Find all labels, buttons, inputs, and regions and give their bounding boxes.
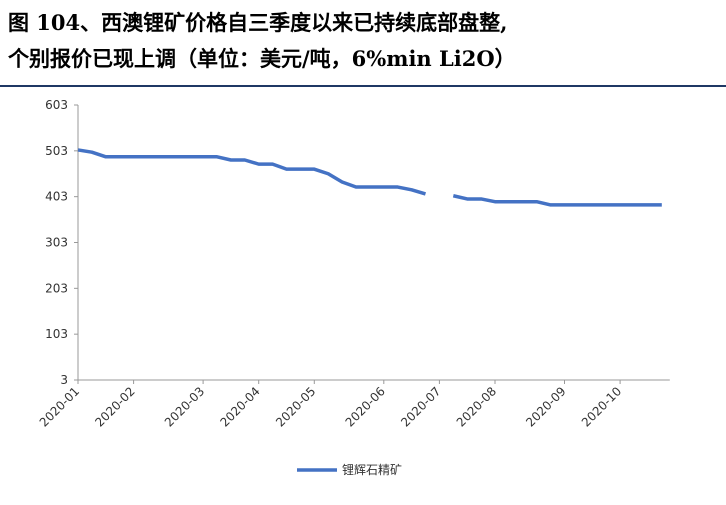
x-tick-label: 2020-09 (523, 384, 568, 429)
x-tick-label: 2020-05 (273, 384, 318, 429)
y-tick-label: 403 (45, 190, 68, 204)
chart-subtitle: 个别报价已现上调（单位：美元/吨，6%min Li2O） (8, 46, 516, 71)
y-tick-label: 303 (45, 236, 68, 250)
x-tick-label: 2020-04 (217, 384, 262, 429)
x-tick-label: 2020-06 (343, 384, 388, 429)
y-tick-label: 203 (45, 281, 68, 295)
x-tick-label: 2020-08 (454, 384, 499, 429)
x-tick-label: 2020-03 (162, 384, 207, 429)
legend-label: 锂辉石精矿 (342, 462, 402, 477)
y-tick-label: 103 (45, 327, 68, 341)
y-tick-label: 603 (45, 98, 68, 112)
x-tick-label: 2020-02 (92, 384, 137, 429)
x-tick-label: 2020-10 (579, 384, 624, 429)
y-tick-label: 3 (60, 373, 68, 387)
chart-title: 图 104、西澳锂矿价格自三季度以来已持续底部盘整, (8, 10, 507, 35)
x-tick-label: 2020-07 (398, 384, 443, 429)
line-series (77, 148, 662, 207)
y-tick-label: 503 (45, 144, 68, 158)
x-tick-label: 2020-01 (37, 384, 82, 429)
